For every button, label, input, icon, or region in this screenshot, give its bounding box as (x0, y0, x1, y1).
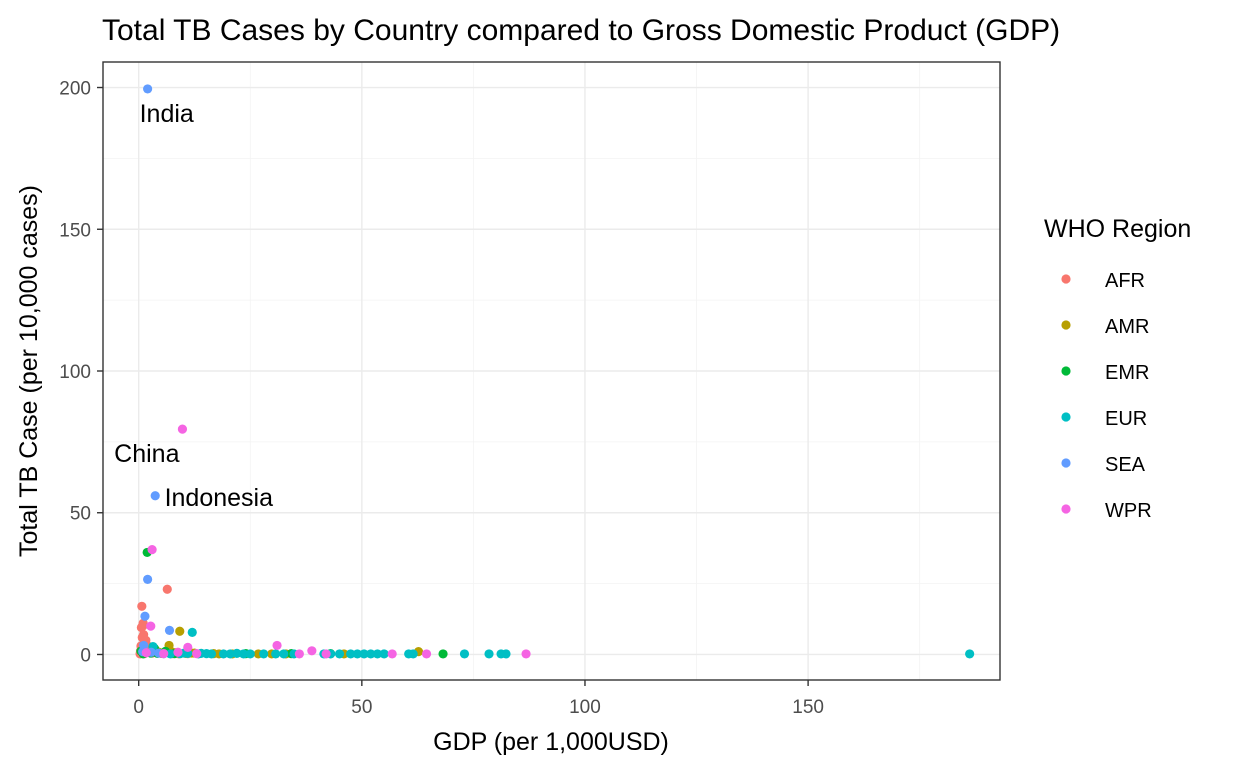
annotation-india: India (140, 100, 194, 128)
data-point-eur (408, 649, 418, 659)
data-point-wpr (294, 649, 304, 659)
data-point-eur (259, 649, 269, 659)
data-point-eur (501, 649, 511, 659)
annotation-china: China (114, 440, 179, 468)
data-point-eur (965, 649, 975, 659)
legend-key-emr (1061, 366, 1071, 376)
data-point-wpr (173, 647, 183, 657)
data-point-wpr (183, 642, 193, 652)
data-point-eur (225, 649, 235, 659)
data-point-sea (140, 611, 150, 621)
legend-title: WHO Region (1044, 215, 1191, 243)
data-point-amr (175, 626, 185, 636)
data-points (135, 84, 975, 659)
legend-key-amr (1061, 320, 1071, 330)
data-point-eur (279, 649, 289, 659)
data-point-afr (138, 618, 148, 628)
data-point-sea (143, 574, 153, 584)
data-point-eur (379, 649, 389, 659)
legend-label-eur: EUR (1105, 408, 1147, 430)
x-tick-label: 100 (569, 697, 601, 718)
data-point-eur (187, 627, 197, 637)
legend-key-afr (1061, 274, 1071, 284)
y-tick-label: 100 (59, 362, 91, 383)
data-point-emr (438, 649, 448, 659)
data-point-eur (352, 649, 362, 659)
y-tick-label: 50 (70, 504, 91, 525)
data-point-sea (150, 491, 160, 501)
legend-key-sea (1061, 458, 1071, 468)
x-axis-ticks: 0 50 100 150 (133, 680, 824, 718)
x-axis-title: GDP (per 1,000USD) (433, 728, 669, 756)
data-point-wpr (387, 649, 397, 659)
legend-label-afr: AFR (1105, 270, 1145, 292)
data-point-eur (165, 649, 175, 659)
data-point-wpr (321, 649, 331, 659)
annotation-indonesia: Indonesia (165, 484, 274, 512)
y-tick-label: 150 (59, 220, 91, 241)
data-point-wpr (146, 621, 156, 631)
data-point-eur (334, 649, 345, 659)
chart-title: Total TB Cases by Country compared to Gr… (102, 14, 1060, 47)
data-point-wpr (421, 649, 432, 659)
x-tick-label: 150 (792, 697, 824, 718)
data-point-eur (372, 649, 383, 659)
data-point-eur (218, 649, 229, 659)
data-point-afr (162, 584, 172, 594)
data-point-wpr (159, 649, 169, 659)
legend: WHO Region AFR AMR EMR EUR SEA WPR (1044, 215, 1191, 522)
data-point-wpr (307, 646, 317, 656)
legend-label-sea: SEA (1105, 454, 1146, 476)
y-axis-ticks: 0 50 100 150 200 (59, 79, 103, 666)
data-point-eur (346, 649, 356, 659)
data-point-wpr (272, 640, 282, 651)
y-tick-label: 200 (59, 79, 91, 100)
legend-key-wpr (1061, 504, 1071, 514)
data-point-wpr (177, 424, 188, 434)
data-point-eur (271, 649, 281, 659)
data-point-eur (238, 649, 249, 659)
data-point-eur (459, 649, 470, 659)
data-point-eur (359, 649, 369, 659)
data-point-eur (245, 649, 255, 659)
legend-label-amr: AMR (1105, 316, 1149, 338)
legend-key-eur (1061, 412, 1071, 422)
data-point-eur (232, 648, 242, 658)
data-point-sea (164, 625, 175, 635)
data-point-eur (484, 649, 494, 659)
data-point-wpr (192, 649, 202, 659)
data-point-eur (206, 649, 217, 659)
data-point-wpr (521, 649, 531, 659)
grid (103, 62, 1000, 680)
y-axis-title: Total TB Case (per 10,000 cases) (15, 185, 43, 557)
data-point-afr (137, 601, 147, 611)
data-point-wpr (147, 544, 157, 555)
legend-label-wpr: WPR (1105, 500, 1152, 522)
annotations: India China Indonesia (114, 100, 273, 512)
data-point-eur (366, 649, 376, 659)
data-point-wpr (141, 648, 151, 658)
x-tick-label: 50 (351, 697, 372, 718)
y-tick-label: 0 (80, 645, 91, 666)
legend-label-emr: EMR (1105, 362, 1149, 384)
data-point-sea (143, 84, 153, 94)
x-tick-label: 0 (133, 697, 144, 718)
